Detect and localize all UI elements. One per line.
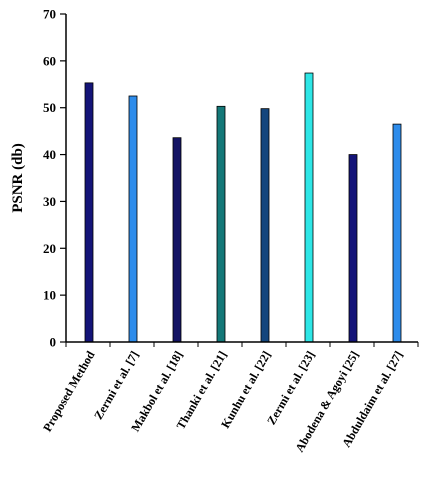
bar	[216, 105, 226, 343]
x-category-label: Zermi et al. [23]	[264, 349, 317, 428]
bar	[128, 95, 138, 343]
y-axis-title: PSNR (db)	[10, 143, 26, 213]
x-axis	[65, 341, 419, 347]
bar	[172, 137, 182, 343]
x-category-label: Zermi et al. [7]	[91, 349, 141, 422]
y-tick-label: 10	[43, 288, 56, 303]
x-category-label: Proposed Method	[40, 348, 98, 434]
y-tick-label: 40	[43, 147, 56, 162]
y-tick-label: 20	[43, 241, 56, 256]
y-tick-label: 70	[43, 7, 56, 22]
y-tick-label: 60	[43, 53, 56, 68]
bar	[260, 108, 270, 343]
bar	[392, 123, 402, 343]
y-tick-label: 0	[50, 335, 57, 350]
y-tick-label: 30	[43, 194, 56, 209]
bar	[84, 82, 94, 343]
bar	[348, 154, 358, 343]
bars-group	[84, 72, 402, 343]
y-axis: 0 10 20 30 40 50 60 70	[43, 7, 67, 350]
y-tick-label: 50	[43, 100, 56, 115]
bar	[304, 72, 314, 343]
